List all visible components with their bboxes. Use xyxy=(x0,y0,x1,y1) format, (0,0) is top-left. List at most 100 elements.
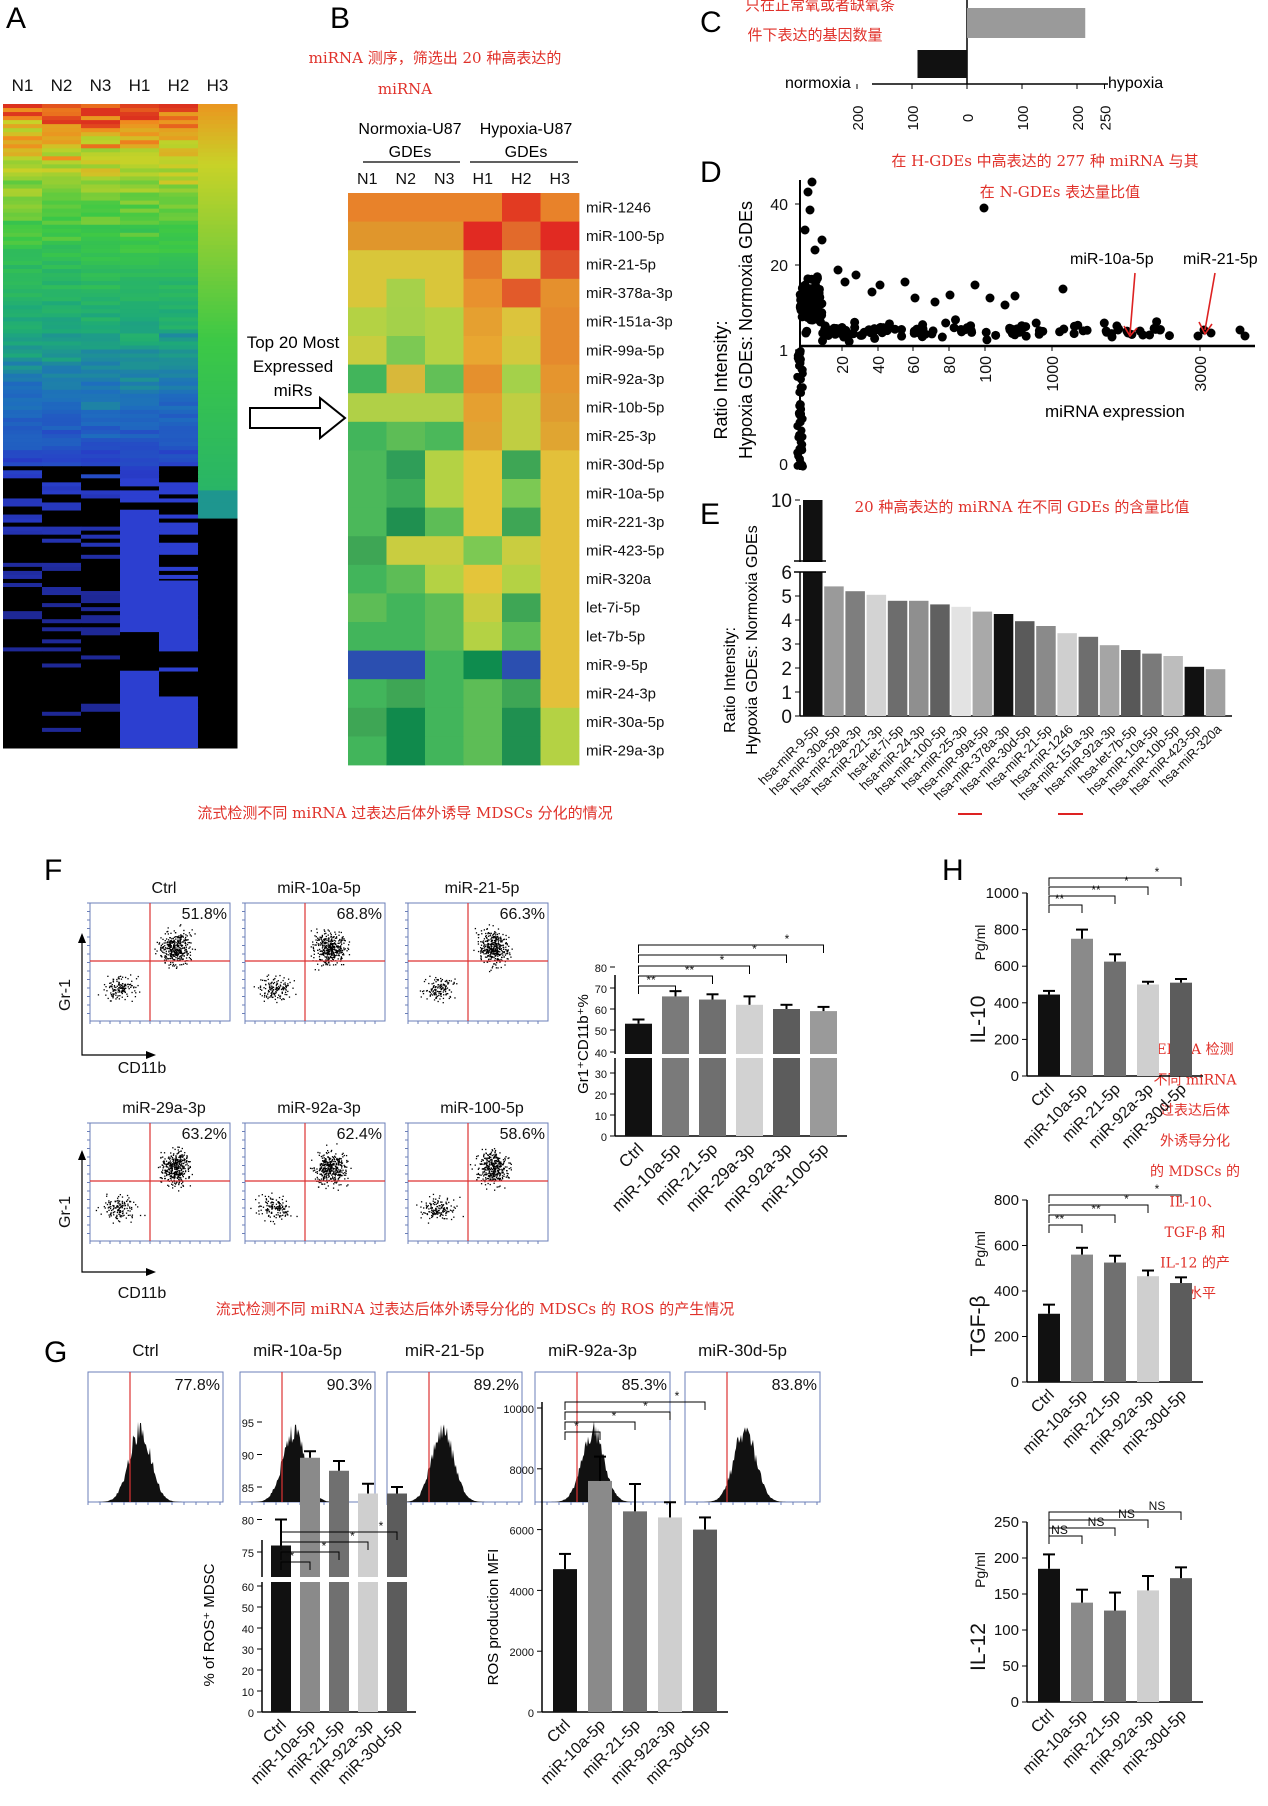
flow-event xyxy=(163,1160,165,1162)
flow-event xyxy=(312,943,314,946)
heatmap-a-cell xyxy=(159,337,199,342)
heatmap-b-cell xyxy=(425,250,464,280)
flow-event xyxy=(436,1202,439,1204)
flow-event xyxy=(486,1177,489,1180)
flow-event xyxy=(177,1146,179,1148)
d-point xyxy=(799,287,809,297)
heatmap-b-cell xyxy=(463,250,503,280)
flow-event xyxy=(178,950,180,952)
flow-event xyxy=(482,1156,485,1158)
flow-event xyxy=(174,1171,177,1173)
heatmap-a-cell xyxy=(159,566,199,572)
flow-event xyxy=(109,1207,112,1210)
flow-event xyxy=(496,946,498,948)
heatmap-a-cell xyxy=(81,538,121,544)
flow-event xyxy=(119,987,121,989)
heatmap-a-cell xyxy=(81,474,121,479)
flow-event xyxy=(129,1210,131,1212)
flow-event xyxy=(511,948,513,950)
flow-event xyxy=(179,1155,181,1157)
flow-event xyxy=(122,987,124,990)
flow-event xyxy=(443,994,445,996)
flow-event xyxy=(331,945,333,948)
heatmap-a-cell xyxy=(120,269,160,274)
flow-event xyxy=(326,949,328,951)
e-bar xyxy=(845,591,865,716)
flow-event xyxy=(335,954,337,956)
heatmap-a-cell xyxy=(159,655,199,660)
heatmap-a-cell xyxy=(42,498,82,503)
flow-event xyxy=(483,938,486,940)
flow-event xyxy=(277,1201,279,1203)
flow-event xyxy=(419,990,422,992)
heatmap-b-cell xyxy=(348,479,387,508)
flow-event xyxy=(320,953,322,955)
flow-event xyxy=(502,1163,504,1165)
flow-event xyxy=(326,956,328,958)
heatmap-a-cell xyxy=(159,462,199,467)
flow-event xyxy=(179,959,181,961)
heatmap-a-cell xyxy=(159,687,199,693)
flow-event xyxy=(187,1165,189,1167)
heatmap-a-cell xyxy=(3,248,43,254)
heatmap-a-cell xyxy=(120,353,160,359)
flow-event xyxy=(494,949,497,951)
heatmap-a-cell xyxy=(3,426,43,431)
flow-event xyxy=(185,1164,187,1166)
flow-event xyxy=(317,1151,319,1154)
heatmap-a-cell xyxy=(159,474,199,479)
flow-event xyxy=(323,929,325,931)
flow-event xyxy=(489,1153,491,1155)
flow-event xyxy=(486,1169,488,1171)
heatmap-a-cell xyxy=(120,369,160,375)
flow-event xyxy=(181,953,183,955)
heatmap-a-cell xyxy=(159,430,199,435)
flow-event xyxy=(484,1167,486,1169)
flow-event xyxy=(338,1163,340,1165)
flow-event xyxy=(328,1169,331,1171)
flow-event xyxy=(483,1163,485,1166)
heatmap-a-cell xyxy=(159,683,199,689)
flow-event xyxy=(450,1218,453,1221)
flow-event xyxy=(422,992,425,995)
flow-event xyxy=(108,1201,110,1204)
heatmap-a-cell xyxy=(42,401,82,407)
flow-event xyxy=(179,948,181,951)
flow-event xyxy=(181,964,183,966)
heatmap-b-cell xyxy=(386,450,426,480)
heatmap-a-cell xyxy=(42,587,82,592)
flow-event xyxy=(490,950,493,953)
flow-event xyxy=(504,964,506,966)
flow-event xyxy=(270,996,272,998)
heatmap-b-cell xyxy=(540,707,580,737)
heatmap-a-cell xyxy=(81,116,121,121)
flow-event xyxy=(164,961,166,964)
flow-event xyxy=(485,1157,487,1159)
section-f-note: 流式检测不同 miRNA 过表达后体外诱导 MDSCs 分化的情况 xyxy=(197,804,612,822)
heatmap-a-cell xyxy=(42,321,82,326)
heatmap-a-cell xyxy=(120,470,160,475)
d-point xyxy=(807,274,817,284)
heatmap-a-cell xyxy=(81,120,121,125)
heatmap-a-cell xyxy=(159,305,199,310)
flow-event xyxy=(340,939,343,941)
e-ytick-label: 6 xyxy=(781,563,792,584)
heatmap-a-cell xyxy=(3,216,43,222)
flow-event xyxy=(330,1167,333,1169)
heatmap-a-cell xyxy=(42,466,82,471)
flow-event xyxy=(491,1163,494,1165)
heatmap-b-cell xyxy=(425,564,464,594)
heatmap-a-cell xyxy=(81,349,121,355)
flow-event xyxy=(178,1182,180,1184)
heatmap-a-cell xyxy=(3,389,43,395)
heatmap-b-cell xyxy=(348,307,387,337)
heatmap-a-cell xyxy=(81,578,121,584)
flow-event xyxy=(265,1199,268,1201)
flow-event xyxy=(343,1164,345,1167)
flow-event xyxy=(483,953,485,955)
heatmap-a-cell xyxy=(120,663,160,668)
flow-event xyxy=(170,955,173,958)
flow-event xyxy=(334,1160,337,1163)
heatmap-a-cell xyxy=(81,530,121,536)
flow-event xyxy=(114,1207,116,1209)
